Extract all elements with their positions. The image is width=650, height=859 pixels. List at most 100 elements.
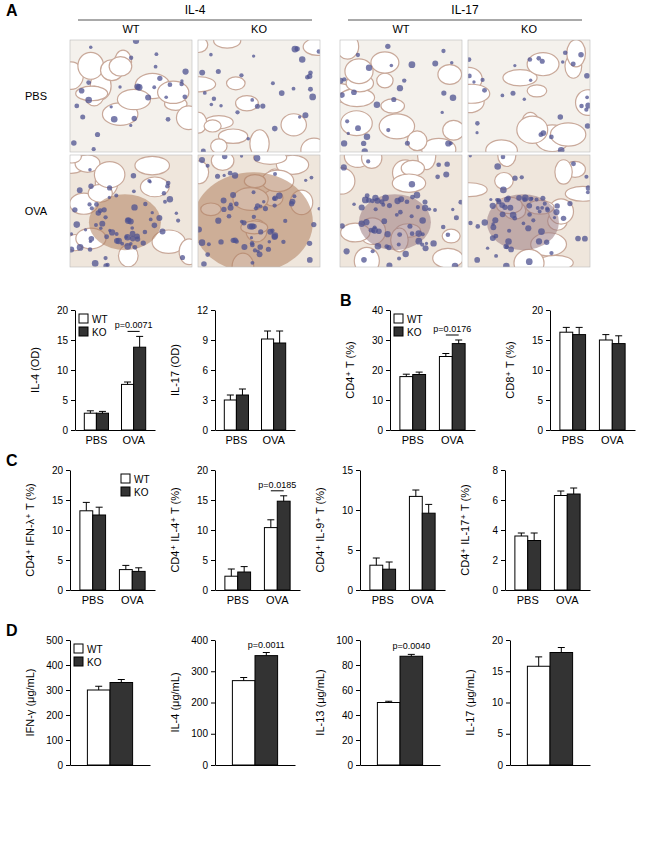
y-tick-label: 10 [492, 697, 504, 708]
y-tick: 40 [372, 305, 390, 316]
legend-label: WT [407, 314, 423, 325]
error-bar [227, 395, 234, 400]
nucleus [317, 207, 320, 210]
y-axis: 05101520 [197, 465, 216, 596]
y-tick-mark [211, 430, 215, 431]
nucleus [543, 202, 547, 206]
error-cap [267, 519, 274, 520]
error-cap [518, 533, 525, 534]
micrograph [340, 155, 462, 267]
y-tick-mark [356, 590, 360, 591]
nucleus [446, 232, 451, 237]
column-label: KO [251, 23, 267, 35]
y-tick-label: 0 [347, 760, 353, 771]
nucleus [345, 119, 349, 123]
error-bar [122, 565, 129, 569]
nucleus [409, 181, 415, 187]
y-tick-mark [66, 530, 70, 531]
error-cap [425, 504, 432, 505]
nucleus [109, 229, 115, 235]
nucleus [270, 229, 274, 233]
y-tick-mark [211, 640, 215, 641]
nucleus [114, 193, 118, 197]
error-stem [605, 335, 606, 340]
y-tick-label: 10 [57, 365, 69, 376]
error-cap [240, 677, 247, 678]
nucleus [227, 214, 232, 219]
x-tick: OVA [441, 434, 464, 446]
infiltrate [359, 194, 431, 250]
error-cap [386, 562, 393, 563]
nucleus [271, 81, 275, 85]
bar-chart: 010203040PBSOVACD4⁺ T (%)WTKOp=0.0176 [344, 305, 476, 446]
nucleus [133, 40, 139, 44]
y-tick-label: 6 [492, 495, 498, 506]
nucleus [516, 195, 522, 201]
error-stem [242, 389, 243, 395]
y-tick-label: 5 [347, 545, 353, 556]
y-tick-label: 20 [532, 305, 544, 316]
micrograph-frame [70, 40, 192, 152]
y-tick: 10 [342, 505, 360, 516]
x-tick-label: OVA [411, 594, 434, 606]
y-tick-label: 15 [342, 465, 354, 476]
y-axis-line [390, 311, 391, 431]
y-tick-mark [501, 500, 505, 501]
group-rule [348, 20, 582, 21]
nucleus [232, 172, 238, 178]
nucleus [450, 61, 453, 64]
alveolus [377, 73, 393, 88]
nucleus [250, 241, 254, 245]
y-tick-mark [211, 734, 215, 735]
alveolus [517, 116, 548, 143]
nucleus [92, 147, 96, 151]
y-tick-mark [386, 430, 390, 431]
nucleus [402, 251, 408, 257]
bar [232, 681, 255, 765]
nucleus [246, 137, 250, 141]
x-tick: OVA [556, 594, 579, 606]
error-stem [86, 502, 87, 510]
nucleus [94, 202, 99, 207]
y-tick: 5 [347, 545, 360, 556]
nucleus [361, 141, 366, 146]
x-tick: PBS [82, 594, 104, 606]
y-axis-line [215, 311, 216, 431]
nucleus [292, 87, 296, 91]
alveolus [438, 65, 462, 85]
nucleus [549, 251, 553, 255]
nucleus [507, 205, 513, 211]
bar [567, 494, 580, 590]
nucleus [474, 257, 480, 263]
nucleus [563, 50, 568, 55]
y-tick-mark [66, 690, 70, 691]
alveolus [442, 229, 460, 243]
nucleus [88, 184, 93, 189]
nucleus [386, 263, 392, 267]
error-bar [557, 491, 564, 496]
y-tick-label: 9 [202, 335, 208, 346]
error-cap [276, 331, 283, 332]
nucleus [490, 203, 496, 209]
y-tick: 10 [197, 525, 215, 536]
y-tick: 5 [202, 555, 215, 566]
y-axis-line [70, 641, 71, 766]
y-tick-mark [546, 310, 550, 311]
nucleus [157, 76, 162, 81]
nucleus [239, 73, 243, 77]
legend-label: WT [134, 474, 150, 485]
nucleus [223, 174, 226, 177]
panel-label: C [6, 452, 18, 469]
y-tick-mark [66, 500, 70, 501]
y-tick-label: 100 [336, 635, 353, 646]
nucleus [176, 219, 180, 223]
nucleus [468, 74, 472, 79]
nucleus [584, 175, 588, 179]
x-axis: PBSOVA [551, 431, 636, 446]
nucleus [366, 159, 370, 163]
y-axis-title: CD4⁺ IL-4⁺ T (%) [169, 487, 181, 572]
error-stem [376, 558, 377, 565]
nucleus [444, 161, 449, 166]
error-cap [412, 490, 419, 491]
error-bar [602, 335, 609, 340]
